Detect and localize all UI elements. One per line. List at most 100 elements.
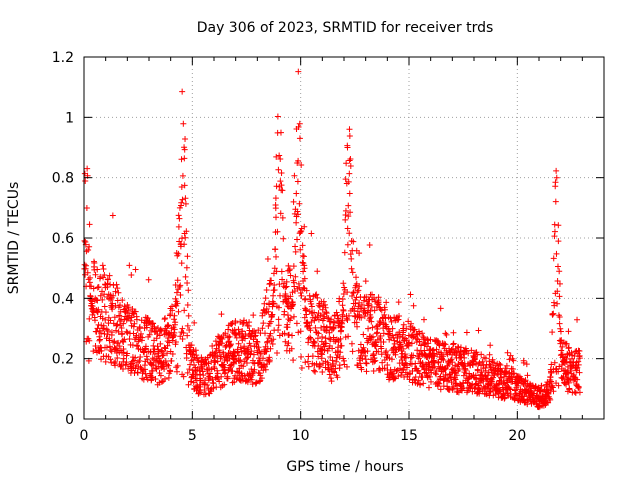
data-point bbox=[448, 356, 455, 363]
data-point bbox=[490, 392, 497, 399]
data-point bbox=[306, 322, 313, 329]
data-point bbox=[323, 309, 330, 316]
data-point bbox=[368, 318, 375, 325]
data-point bbox=[228, 321, 235, 328]
data-point bbox=[278, 182, 285, 189]
data-point bbox=[390, 374, 397, 381]
data-point bbox=[274, 349, 281, 356]
data-point bbox=[561, 354, 568, 361]
data-point bbox=[329, 345, 336, 352]
data-point bbox=[81, 237, 88, 244]
data-point bbox=[247, 342, 254, 349]
data-point bbox=[558, 337, 565, 344]
data-point bbox=[400, 345, 407, 352]
data-point bbox=[399, 367, 406, 374]
data-point bbox=[266, 281, 273, 288]
data-point bbox=[317, 312, 324, 319]
data-point bbox=[354, 323, 361, 330]
data-point bbox=[296, 120, 303, 127]
data-point bbox=[348, 293, 355, 300]
data-point bbox=[182, 135, 189, 142]
data-point bbox=[314, 294, 321, 301]
data-point bbox=[437, 305, 444, 312]
data-point bbox=[106, 272, 113, 279]
data-point bbox=[277, 292, 284, 299]
data-point bbox=[132, 266, 139, 273]
data-point bbox=[173, 364, 180, 371]
data-point bbox=[156, 332, 163, 339]
data-point bbox=[274, 228, 281, 235]
data-point bbox=[426, 373, 433, 380]
data-point bbox=[278, 268, 285, 275]
data-point bbox=[164, 323, 171, 330]
data-point bbox=[375, 348, 382, 355]
data-point bbox=[99, 325, 106, 332]
data-point bbox=[226, 333, 233, 340]
data-point bbox=[345, 312, 352, 319]
data-point bbox=[181, 241, 188, 248]
data-point bbox=[399, 334, 406, 341]
data-point bbox=[307, 327, 314, 334]
data-point bbox=[169, 350, 176, 357]
data-point bbox=[98, 347, 105, 354]
data-point bbox=[287, 315, 294, 322]
data-point bbox=[406, 339, 413, 346]
data-point bbox=[557, 325, 564, 332]
data-point bbox=[407, 291, 414, 298]
data-point bbox=[180, 120, 187, 127]
data-point bbox=[184, 301, 191, 308]
data-point bbox=[86, 221, 93, 228]
data-point bbox=[319, 333, 326, 340]
data-point bbox=[285, 340, 292, 347]
data-point bbox=[523, 361, 530, 368]
data-point bbox=[350, 238, 357, 245]
data-point bbox=[271, 265, 278, 272]
data-point bbox=[136, 324, 143, 331]
data-point bbox=[104, 276, 111, 283]
data-point bbox=[273, 253, 280, 260]
data-point bbox=[237, 344, 244, 351]
data-point bbox=[322, 301, 329, 308]
data-point bbox=[249, 381, 256, 388]
data-point bbox=[556, 293, 563, 300]
data-point bbox=[277, 129, 284, 136]
data-point bbox=[97, 292, 104, 299]
data-point bbox=[175, 250, 182, 257]
data-point bbox=[126, 336, 133, 343]
data-point bbox=[102, 309, 109, 316]
data-point bbox=[487, 342, 494, 349]
data-point bbox=[556, 280, 563, 287]
data-point bbox=[93, 328, 100, 335]
data-point bbox=[547, 373, 554, 380]
data-point bbox=[274, 113, 281, 120]
data-point bbox=[232, 318, 239, 325]
data-point bbox=[564, 369, 571, 376]
data-point bbox=[358, 301, 365, 308]
data-point bbox=[413, 339, 420, 346]
data-point bbox=[297, 228, 304, 235]
axis-ticks: 0 0.2 0.4 0.6 0.8 1 1.2 0 5 10 15 20 bbox=[52, 50, 604, 444]
data-point bbox=[488, 378, 495, 385]
data-point bbox=[100, 265, 107, 272]
data-point bbox=[385, 331, 392, 338]
data-point bbox=[552, 179, 559, 186]
data-point bbox=[375, 301, 382, 308]
data-point bbox=[344, 317, 351, 324]
data-point bbox=[295, 211, 302, 218]
x-tick-label: 10 bbox=[292, 428, 310, 444]
data-point bbox=[273, 183, 280, 190]
data-point bbox=[267, 330, 274, 337]
data-point bbox=[231, 326, 238, 333]
data-point bbox=[442, 366, 449, 373]
data-point bbox=[409, 334, 416, 341]
data-point bbox=[96, 337, 103, 344]
data-point bbox=[311, 309, 318, 316]
data-point bbox=[463, 329, 470, 336]
data-point bbox=[341, 249, 348, 256]
data-point bbox=[408, 320, 415, 327]
data-point bbox=[471, 356, 478, 363]
data-point bbox=[358, 314, 365, 321]
data-point bbox=[571, 389, 578, 396]
data-point bbox=[517, 375, 524, 382]
data-point bbox=[238, 348, 245, 355]
